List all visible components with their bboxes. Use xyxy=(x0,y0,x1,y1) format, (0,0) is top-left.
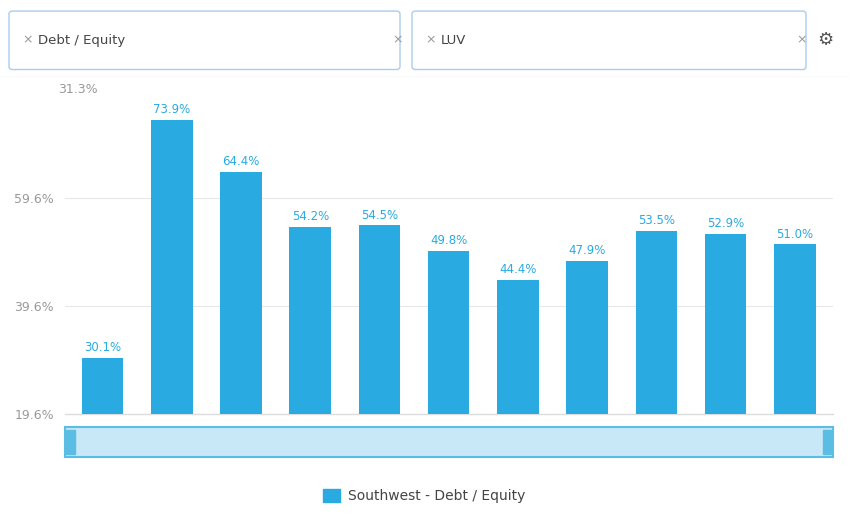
Bar xyxy=(774,244,816,414)
Text: 49.8%: 49.8% xyxy=(430,234,467,247)
Text: ×: × xyxy=(796,34,807,47)
Text: ⚙: ⚙ xyxy=(817,31,833,49)
Text: 54.2%: 54.2% xyxy=(291,210,329,223)
Text: 44.4%: 44.4% xyxy=(499,263,537,276)
Text: 47.9%: 47.9% xyxy=(569,244,606,257)
Text: 53.5%: 53.5% xyxy=(638,214,675,227)
Text: ×: × xyxy=(425,34,436,47)
Bar xyxy=(151,120,193,414)
Text: ×: × xyxy=(392,34,402,47)
Text: LUV: LUV xyxy=(441,34,466,47)
Bar xyxy=(705,234,746,414)
FancyBboxPatch shape xyxy=(9,11,400,70)
Text: 51.0%: 51.0% xyxy=(776,228,813,241)
Bar xyxy=(428,251,469,414)
Bar xyxy=(498,280,538,414)
Bar xyxy=(290,227,331,414)
Bar xyxy=(823,430,833,454)
Text: 64.4%: 64.4% xyxy=(222,155,260,168)
Text: 31.3%: 31.3% xyxy=(58,83,98,97)
Text: ×: × xyxy=(22,34,32,47)
Bar xyxy=(636,231,678,414)
Legend: Southwest - Debt / Equity: Southwest - Debt / Equity xyxy=(323,489,526,503)
Text: 54.5%: 54.5% xyxy=(361,209,398,222)
Text: Debt / Equity: Debt / Equity xyxy=(38,34,126,47)
Bar xyxy=(566,261,608,414)
Bar xyxy=(220,172,261,414)
Bar xyxy=(82,357,123,414)
Text: 73.9%: 73.9% xyxy=(153,103,190,117)
FancyBboxPatch shape xyxy=(412,11,806,70)
Bar xyxy=(65,430,75,454)
Bar xyxy=(359,225,400,414)
Text: 30.1%: 30.1% xyxy=(84,341,121,354)
Text: 52.9%: 52.9% xyxy=(707,217,745,230)
